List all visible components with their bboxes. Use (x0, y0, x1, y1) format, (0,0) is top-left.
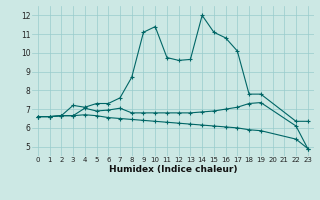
X-axis label: Humidex (Indice chaleur): Humidex (Indice chaleur) (108, 165, 237, 174)
